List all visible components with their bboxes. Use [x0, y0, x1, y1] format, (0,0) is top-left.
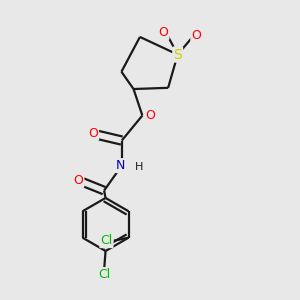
Text: O: O: [74, 174, 83, 187]
Text: S: S: [173, 47, 182, 61]
Text: O: O: [145, 109, 155, 122]
Text: H: H: [135, 162, 143, 172]
Text: Cl: Cl: [98, 268, 110, 281]
Text: N: N: [116, 159, 125, 172]
Text: Cl: Cl: [100, 234, 112, 247]
Text: O: O: [159, 26, 169, 39]
Text: O: O: [191, 29, 201, 42]
Text: O: O: [88, 127, 98, 140]
